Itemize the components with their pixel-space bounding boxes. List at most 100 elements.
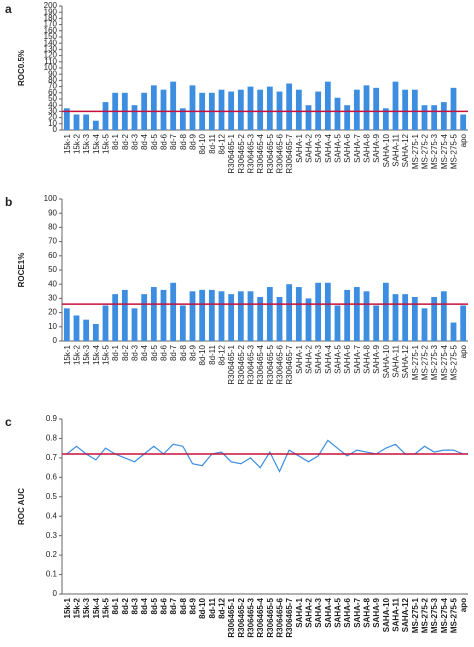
x-tick-label: 8d-6	[160, 133, 169, 150]
x-tick-label: 15k-1	[63, 133, 72, 154]
x-tick-label: 8d-6	[160, 597, 169, 614]
x-tick-label: MS-275-3	[430, 344, 439, 380]
x-tick-label: SAHA-1	[295, 133, 304, 162]
y-tick-label: 100	[44, 194, 58, 203]
y-tick-label: 30	[48, 107, 57, 116]
x-tick-label: SAHA-6	[343, 133, 352, 162]
x-tick-label: SAHA-4	[324, 344, 333, 373]
y-tick-label: 180	[44, 14, 58, 23]
bar	[73, 114, 80, 130]
bar	[382, 108, 389, 130]
x-tick-label: 15k-1	[63, 597, 72, 618]
bar	[402, 294, 409, 341]
bar	[363, 291, 370, 341]
x-tick-label: SAHA-8	[363, 133, 372, 162]
y-tick-label: 0.4	[46, 511, 58, 520]
bar	[92, 323, 99, 341]
y-tick-label: 0.7	[46, 453, 58, 462]
bar	[421, 308, 428, 341]
x-tick-label: 8d-7	[169, 597, 178, 614]
x-tick-label: MS-275-2	[421, 597, 430, 633]
bar	[208, 289, 215, 341]
x-tick-label: 8d-1	[111, 133, 120, 150]
x-tick-label: 8d-1	[111, 597, 120, 614]
x-tick-label: 8d-4	[140, 344, 149, 361]
x-tick-label: SAHA-5	[334, 344, 343, 373]
x-tick-label: SAHA-3	[314, 344, 323, 373]
bar	[218, 291, 225, 341]
bar	[373, 87, 380, 130]
x-tick-label: R306465-5	[266, 133, 275, 173]
x-tick-label: R306465-6	[276, 133, 285, 173]
x-tick-label: 8d-4	[140, 133, 149, 150]
x-tick-label: R306465-2	[237, 133, 246, 173]
bar	[218, 89, 225, 130]
x-tick-label: SAHA-9	[372, 597, 381, 627]
x-tick-label: 8d-2	[121, 344, 130, 361]
x-tick-label: R306465-3	[247, 597, 256, 637]
bar	[460, 305, 467, 341]
y-tick-label: 200	[44, 1, 58, 10]
x-tick-label: SAHA-2	[305, 597, 314, 627]
bar	[189, 291, 196, 341]
panel-label: a	[5, 2, 12, 16]
x-tick-label: SAHA-11	[392, 597, 401, 631]
x-tick-label: 15k-1	[63, 344, 72, 365]
x-tick-label: 8d-11	[208, 597, 217, 618]
x-tick-label: 8d-8	[179, 597, 188, 614]
bar	[160, 289, 167, 341]
x-tick-label: SAHA-12	[401, 344, 410, 378]
x-tick-label: SAHA-3	[314, 133, 323, 162]
x-tick-label: 8d-2	[121, 597, 130, 614]
bar	[334, 97, 341, 130]
bar	[295, 89, 302, 130]
bar	[382, 282, 389, 341]
x-tick-label: R306465-1	[227, 344, 236, 384]
x-tick-label: SAHA-7	[353, 133, 362, 162]
x-tick-label: 8d-3	[131, 344, 140, 361]
x-tick-label: 15k-2	[73, 344, 82, 365]
bar	[131, 105, 138, 130]
x-tick-label: R306465-6	[276, 597, 285, 637]
y-tick-label: 130	[44, 45, 58, 54]
x-tick-label: 8d-6	[160, 344, 169, 361]
x-tick-label: 15k-3	[82, 344, 91, 365]
y-tick-label: 0	[53, 589, 58, 598]
y-tick-label: 20	[48, 308, 57, 317]
y-tick-label: 30	[48, 294, 57, 303]
bar	[440, 291, 447, 341]
x-tick-label: SAHA-12	[401, 597, 410, 632]
bar	[189, 85, 196, 130]
x-tick-label: SAHA-6	[343, 344, 352, 373]
bar	[334, 305, 341, 341]
x-tick-label: 8d-10	[198, 597, 207, 618]
bar	[237, 89, 244, 130]
bar	[305, 298, 312, 341]
x-tick-label: SAHA-6	[343, 597, 352, 627]
x-tick-label: SAHA-4	[324, 133, 333, 162]
bar	[179, 305, 186, 341]
y-tick-label: 80	[48, 223, 57, 232]
x-tick-label: 15k-5	[102, 597, 111, 618]
bar	[450, 322, 457, 341]
x-tick-label: R306465-3	[247, 133, 256, 173]
bar	[102, 305, 109, 341]
y-axis-title: ROCE1%	[17, 253, 26, 288]
x-tick-label: apo	[459, 133, 468, 147]
y-axis-title: ROC AUC	[17, 488, 26, 525]
x-tick-label: 8d-9	[189, 344, 198, 361]
bar	[276, 296, 283, 341]
y-tick-label: 100	[44, 63, 58, 72]
x-tick-label: MS-275-1	[411, 344, 420, 380]
bar	[373, 305, 380, 341]
bar	[170, 282, 177, 341]
bar	[402, 89, 409, 130]
y-tick-label: 0.9	[46, 414, 58, 423]
x-tick-label: R306465-5	[266, 344, 275, 384]
y-tick-label: 80	[48, 76, 57, 85]
y-tick-label: 0.2	[46, 550, 58, 559]
x-tick-label: 8d-9	[189, 133, 198, 150]
bar	[324, 282, 331, 341]
bar	[112, 294, 119, 341]
y-tick-label: 120	[44, 51, 58, 60]
